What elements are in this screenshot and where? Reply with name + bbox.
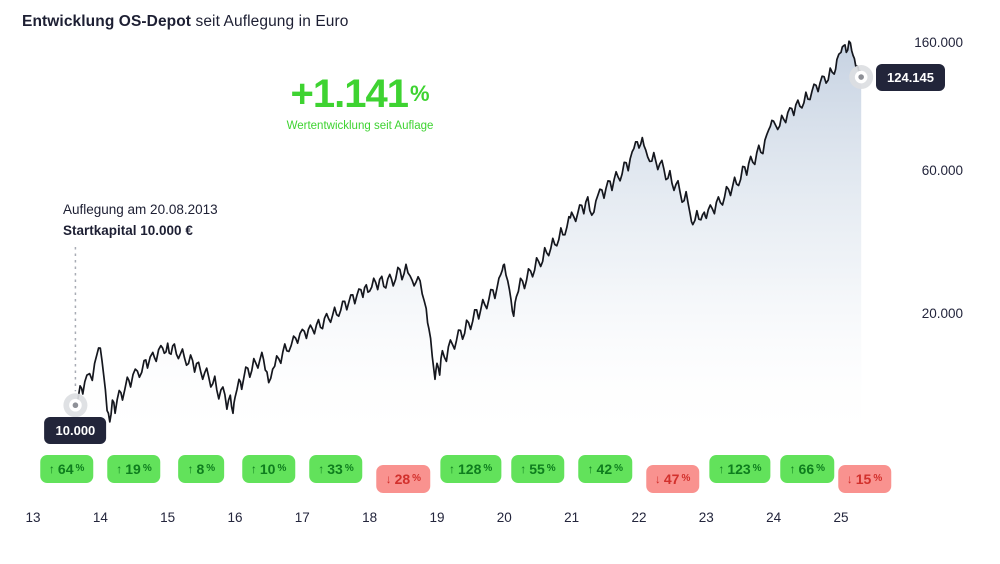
x-axis-label: 13 xyxy=(25,510,41,525)
yearly-return-badge: ↑ 42% xyxy=(578,455,633,483)
yearly-return-badge: ↑ 10% xyxy=(241,455,296,483)
yearly-return-percent-sign: % xyxy=(483,462,493,474)
yearly-return-percent-sign: % xyxy=(752,462,762,474)
yearly-return-value: 42 xyxy=(596,461,613,477)
yearly-return-value: 123 xyxy=(727,461,751,477)
yearly-return-value: 64 xyxy=(57,461,74,477)
yearly-return-percent-sign: % xyxy=(142,462,152,474)
yearly-return-badge: ↑ 123% xyxy=(709,455,771,483)
yearly-return-value: 8 xyxy=(196,461,205,477)
x-axis-label: 18 xyxy=(362,510,378,525)
yearly-return-value: 47 xyxy=(663,471,680,487)
arrow-down-icon: ↓ xyxy=(385,472,392,486)
yearly-return-badge: ↑ 55% xyxy=(511,455,565,483)
total-return-percent-sign: % xyxy=(409,81,430,106)
yearly-return-badge: ↑ 8% xyxy=(178,455,225,483)
yearly-return-percent-sign: % xyxy=(873,472,883,484)
start-capital-text: Startkapital 10.000 € xyxy=(63,222,193,238)
arrow-up-icon: ↑ xyxy=(48,462,55,476)
arrow-up-icon: ↑ xyxy=(718,462,725,476)
x-axis-label: 15 xyxy=(160,510,176,525)
page-title-bold: Entwicklung OS-Depot xyxy=(22,13,192,30)
arrow-up-icon: ↑ xyxy=(520,462,527,476)
arrow-down-icon: ↓ xyxy=(654,472,661,486)
arrow-up-icon: ↑ xyxy=(318,462,325,476)
x-axis-label: 16 xyxy=(227,510,243,525)
end-point-marker xyxy=(849,65,874,90)
total-return-value: +1.141 xyxy=(290,72,408,116)
chart-line xyxy=(74,40,863,423)
total-return-highlight: +1.141% Wertentwicklung seit Auflage xyxy=(250,72,470,132)
yearly-return-percent-sign: % xyxy=(546,462,556,474)
y-axis-label: 20.000 xyxy=(921,305,963,321)
yearly-return-value: 128 xyxy=(458,461,482,477)
launch-date-text: Auflegung am 20.08.2013 xyxy=(63,202,218,217)
arrow-up-icon: ↑ xyxy=(250,462,257,476)
chart-area-fill xyxy=(75,41,862,447)
yearly-return-badge: ↑ 128% xyxy=(440,455,502,483)
x-axis-label: 14 xyxy=(92,510,108,525)
arrow-up-icon: ↑ xyxy=(116,462,123,476)
yearly-return-value: 15 xyxy=(855,471,872,487)
start-point-marker xyxy=(63,393,88,418)
x-axis-label: 22 xyxy=(631,510,647,525)
yearly-return-badge: ↑ 33% xyxy=(309,455,363,483)
yearly-return-percent-sign: % xyxy=(344,462,354,474)
yearly-return-value: 10 xyxy=(259,461,276,477)
yearly-return-percent-sign: % xyxy=(681,472,691,484)
yearly-return-badge: ↑ 19% xyxy=(107,455,161,483)
yearly-return-percent-sign: % xyxy=(614,462,624,474)
yearly-return-value: 28 xyxy=(394,471,411,487)
yearly-return-value: 55 xyxy=(529,461,545,477)
launch-annotation: Auflegung am 20.08.2013 Startkapital 10.… xyxy=(63,200,218,242)
x-axis-label: 17 xyxy=(294,510,310,525)
yearly-return-badge: ↓ 28% xyxy=(376,465,431,493)
yearly-return-badge: ↓ 47% xyxy=(645,465,700,493)
arrow-up-icon: ↑ xyxy=(587,462,594,476)
arrow-up-icon: ↑ xyxy=(187,462,194,476)
x-axis-label: 23 xyxy=(698,510,714,525)
x-axis-label: 20 xyxy=(496,510,512,525)
yearly-return-percent-sign: % xyxy=(206,462,216,474)
page-title: Entwicklung OS-Depot seit Auflegung in E… xyxy=(22,13,348,31)
yearly-return-value: 19 xyxy=(125,461,141,477)
yearly-return-percent-sign: % xyxy=(816,462,826,474)
y-axis-label: 60.000 xyxy=(921,162,963,178)
yearly-return-percent-sign: % xyxy=(75,462,85,474)
x-axis-label: 21 xyxy=(564,510,580,525)
arrow-down-icon: ↓ xyxy=(846,472,853,486)
yearly-return-percent-sign: % xyxy=(277,462,287,474)
yearly-return-badge: ↓ 15% xyxy=(837,465,892,493)
total-return-line: +1.141% xyxy=(250,72,470,117)
total-return-subtitle: Wertentwicklung seit Auflage xyxy=(286,120,434,132)
start-value-badge: 10.000 xyxy=(44,417,107,445)
x-axis-label: 24 xyxy=(766,510,782,525)
x-axis-label: 19 xyxy=(429,510,445,525)
arrow-up-icon: ↑ xyxy=(449,462,456,476)
end-value-badge: 124.145 xyxy=(876,64,945,92)
page-title-rest: seit Auflegung in Euro xyxy=(191,13,349,30)
y-axis-label: 160.000 xyxy=(914,35,963,50)
yearly-return-badge: ↑ 64% xyxy=(39,455,94,483)
arrow-up-icon: ↑ xyxy=(789,462,796,476)
yearly-return-badge: ↑ 66% xyxy=(780,455,835,483)
yearly-return-value: 33 xyxy=(327,461,343,477)
x-axis-label: 25 xyxy=(833,510,849,525)
yearly-return-percent-sign: % xyxy=(412,472,422,484)
yearly-return-value: 66 xyxy=(798,461,815,477)
